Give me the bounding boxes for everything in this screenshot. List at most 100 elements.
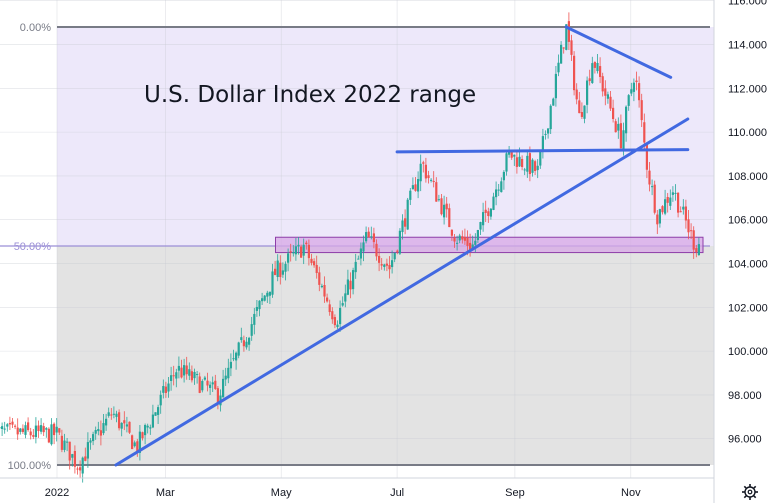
candle-body (508, 150, 511, 155)
y-tick-label: 102.000 (728, 302, 768, 314)
candle-body (37, 425, 40, 432)
y-tick-label: 112.000 (728, 83, 767, 95)
candle-body (318, 272, 321, 285)
fib-level-0-label: 0.00% (20, 22, 51, 34)
candle-body (645, 143, 648, 170)
candle-body (224, 375, 227, 380)
candle-body (549, 105, 552, 130)
candle-body (211, 382, 214, 385)
candle-body (248, 337, 251, 345)
candle-body (422, 162, 425, 164)
candle-body (227, 367, 230, 379)
y-tick-label: 106.000 (728, 215, 768, 227)
candle-body (3, 428, 6, 430)
candle-body (302, 244, 305, 256)
candle-body (315, 264, 318, 274)
candle-body (331, 311, 334, 320)
candle-body (450, 229, 453, 236)
candle-body (149, 427, 152, 429)
candle-body (614, 121, 617, 133)
candle-body (16, 427, 19, 435)
candle-body (666, 197, 669, 203)
candle-body (443, 204, 446, 218)
candle-body (562, 47, 565, 49)
candle-body (560, 44, 563, 64)
candle-body (209, 384, 212, 388)
candle-body (94, 430, 97, 434)
candle-body (203, 377, 206, 380)
candle-body (521, 159, 524, 167)
candle-body (294, 246, 297, 255)
candle-body (193, 371, 196, 379)
candle-body (40, 425, 43, 432)
candle-body (575, 89, 578, 100)
candle-body (190, 371, 193, 381)
candle-body (185, 365, 188, 375)
settings-gear-icon[interactable] (742, 484, 758, 500)
candle-body (346, 279, 349, 295)
candle-body (68, 441, 71, 461)
candle-body (89, 440, 92, 443)
candle-body (372, 233, 375, 243)
candle-body (339, 307, 342, 325)
candle-body (552, 98, 555, 106)
candle-body (71, 454, 74, 458)
candle-body (437, 199, 440, 201)
candle-body (679, 211, 682, 213)
candle-body (638, 83, 641, 101)
trendline-2[interactable] (395, 148, 690, 154)
candle-body (84, 456, 87, 461)
candle-body (352, 270, 355, 290)
candle-body (359, 248, 362, 259)
candle-body (398, 230, 401, 254)
trendline-1[interactable] (114, 117, 690, 467)
candle-body (206, 380, 209, 386)
candle-body (349, 280, 352, 290)
candle-body (253, 313, 256, 325)
candle-body (261, 298, 264, 302)
candle-body (664, 199, 667, 214)
candle-body (287, 253, 290, 263)
candle-body (125, 424, 128, 427)
candle-body (92, 434, 95, 442)
candle-body (669, 197, 672, 206)
candle-body (365, 232, 368, 242)
candle-body (632, 82, 635, 92)
candle-body (674, 192, 677, 194)
candle-body (0, 427, 1, 429)
candle-body (640, 100, 643, 121)
candle-body (414, 184, 417, 191)
candle-body (484, 209, 487, 213)
candle-body (684, 206, 687, 221)
candle-body (60, 435, 63, 450)
candle-body (510, 152, 513, 158)
candle-body (354, 261, 357, 273)
trendline-3[interactable] (564, 25, 673, 79)
candle-body (502, 171, 505, 181)
candle-body (27, 422, 30, 431)
candle-body (622, 130, 625, 150)
candle-body (110, 414, 113, 416)
candle-body (328, 304, 331, 313)
candle-body (276, 260, 279, 278)
candle-body (606, 94, 609, 99)
candle-body (258, 300, 261, 310)
candle-body (313, 261, 316, 266)
candle-body (81, 457, 84, 474)
candle-body (476, 229, 479, 241)
candle-body (489, 208, 492, 217)
candle-body (625, 106, 628, 134)
candle-body (141, 432, 144, 439)
fib-zone-upper (57, 27, 714, 246)
candle-body (362, 242, 365, 252)
candle-body (500, 181, 503, 193)
y-tick-label: 116.000 (728, 0, 767, 8)
candle-body (448, 208, 451, 228)
candle-body (326, 297, 329, 302)
candle-body (112, 413, 115, 415)
candle-body (554, 73, 557, 99)
candle-body (34, 425, 37, 438)
candle-body (573, 55, 576, 91)
candle-body (627, 95, 630, 106)
